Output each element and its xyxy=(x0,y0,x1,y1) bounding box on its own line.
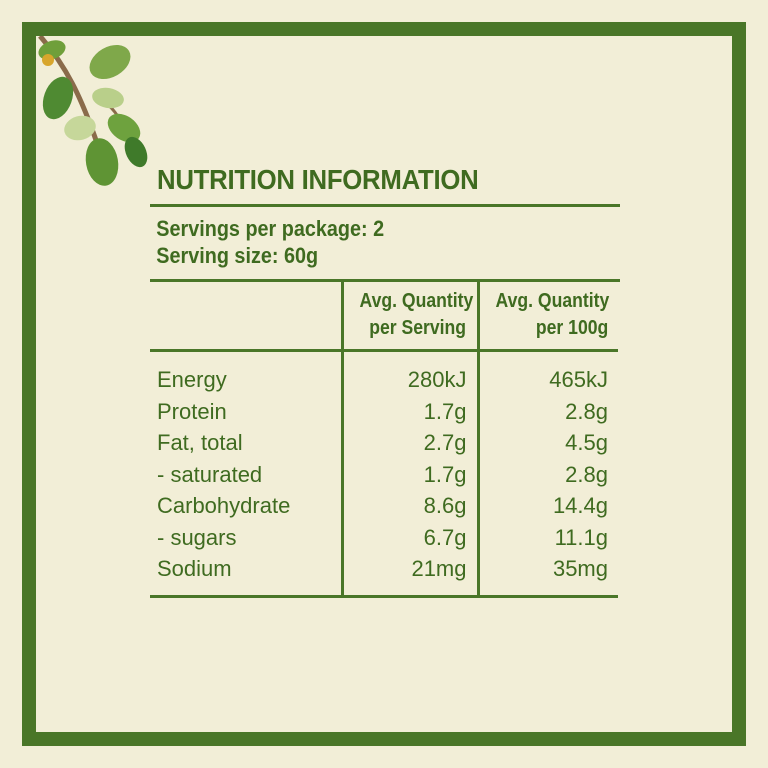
leafy-branch-icon xyxy=(38,36,148,186)
per-100g-value: 2.8g xyxy=(476,395,618,427)
nutrient-label: Sodium xyxy=(157,556,232,581)
nutrient-label: - sugars xyxy=(157,524,237,550)
table-bottom-rule xyxy=(150,594,618,598)
serving-info: Servings per package: 2 Serving size: 60… xyxy=(150,207,573,279)
header-per-100g: Avg. Quantity per 100g xyxy=(476,282,618,352)
nutrient-label: Energy xyxy=(157,367,227,392)
table-row: Carbohydrate 8.6g 14.4g xyxy=(150,490,618,522)
per-100g-value: 4.5g xyxy=(476,427,618,459)
header-per-100g-line1: Avg. Quantity xyxy=(495,290,609,312)
table-header-row: Avg. Quantity per Serving Avg. Quantity … xyxy=(150,282,618,352)
per-100g-value: 14.4g xyxy=(476,490,618,522)
per-serving-value: 21mg xyxy=(340,553,478,595)
servings-per-package: Servings per package: 2 xyxy=(156,216,385,241)
title-rule xyxy=(150,204,620,207)
serving-size: Serving size: 60g xyxy=(156,243,319,268)
meta-rule xyxy=(150,279,620,282)
nutrition-panel: NUTRITION INFORMATION Servings per packa… xyxy=(150,164,620,598)
per-100g-value: 35mg xyxy=(476,553,618,595)
table-row: Energy 280kJ 465kJ xyxy=(150,350,618,396)
per-100g-value: 2.8g xyxy=(476,458,618,490)
nutrient-label: Protein xyxy=(157,398,227,424)
per-serving-value: 280kJ xyxy=(340,350,478,396)
table-row: - saturated 1.7g 2.8g xyxy=(150,458,618,490)
per-serving-value: 8.6g xyxy=(340,490,478,522)
table-row: Protein 1.7g 2.8g xyxy=(150,395,618,427)
panel-title: NUTRITION INFORMATION xyxy=(157,164,479,195)
per-100g-value: 465kJ xyxy=(476,350,618,396)
table-row: - sugars 6.7g 11.1g xyxy=(150,521,618,553)
per-100g-value: 11.1g xyxy=(476,521,618,553)
header-empty-cell xyxy=(150,282,342,352)
table-row: Fat, total 2.7g 4.5g xyxy=(150,427,618,459)
header-per-serving-line2: per Serving xyxy=(369,317,467,339)
per-serving-value: 1.7g xyxy=(340,458,478,490)
header-per-serving: Avg. Quantity per Serving xyxy=(340,282,478,352)
nutrient-label: Carbohydrate xyxy=(157,493,291,518)
nutrient-label: Fat, total xyxy=(157,430,243,455)
nutrient-label: - saturated xyxy=(157,461,263,487)
header-per-serving-line1: Avg. Quantity xyxy=(359,290,473,312)
per-serving-value: 1.7g xyxy=(340,395,478,427)
table-row: Sodium 21mg 35mg xyxy=(150,553,618,595)
per-serving-value: 2.7g xyxy=(340,427,478,459)
nutrition-table: Avg. Quantity per Serving Avg. Quantity … xyxy=(150,282,618,595)
per-serving-value: 6.7g xyxy=(340,521,478,553)
header-per-100g-line2: per 100g xyxy=(535,317,608,339)
